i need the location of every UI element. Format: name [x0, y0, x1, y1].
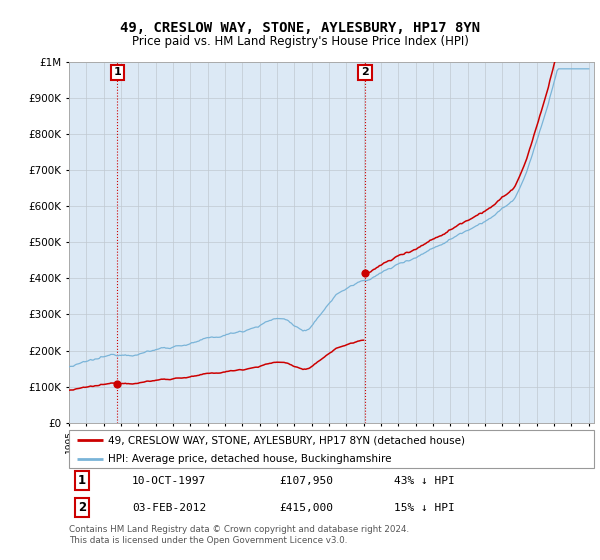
Text: 1: 1: [78, 474, 86, 487]
Text: Contains HM Land Registry data © Crown copyright and database right 2024.
This d: Contains HM Land Registry data © Crown c…: [69, 525, 409, 545]
FancyBboxPatch shape: [69, 430, 594, 468]
Point: [113, 379, 122, 388]
Text: 49, CRESLOW WAY, STONE, AYLESBURY, HP17 8YN: 49, CRESLOW WAY, STONE, AYLESBURY, HP17 …: [120, 21, 480, 35]
Text: 43% ↓ HPI: 43% ↓ HPI: [395, 476, 455, 486]
Text: 15% ↓ HPI: 15% ↓ HPI: [395, 502, 455, 512]
Text: 49, CRESLOW WAY, STONE, AYLESBURY, HP17 8YN (detached house): 49, CRESLOW WAY, STONE, AYLESBURY, HP17 …: [109, 435, 466, 445]
Text: 2: 2: [361, 67, 369, 77]
Text: 1: 1: [113, 67, 121, 77]
Text: Price paid vs. HM Land Registry's House Price Index (HPI): Price paid vs. HM Land Registry's House …: [131, 35, 469, 48]
Text: HPI: Average price, detached house, Buckinghamshire: HPI: Average price, detached house, Buck…: [109, 454, 392, 464]
Text: £107,950: £107,950: [279, 476, 333, 486]
Text: 2: 2: [78, 501, 86, 514]
Text: 03-FEB-2012: 03-FEB-2012: [132, 502, 206, 512]
Text: 10-OCT-1997: 10-OCT-1997: [132, 476, 206, 486]
Text: £415,000: £415,000: [279, 502, 333, 512]
Point: [361, 268, 370, 277]
